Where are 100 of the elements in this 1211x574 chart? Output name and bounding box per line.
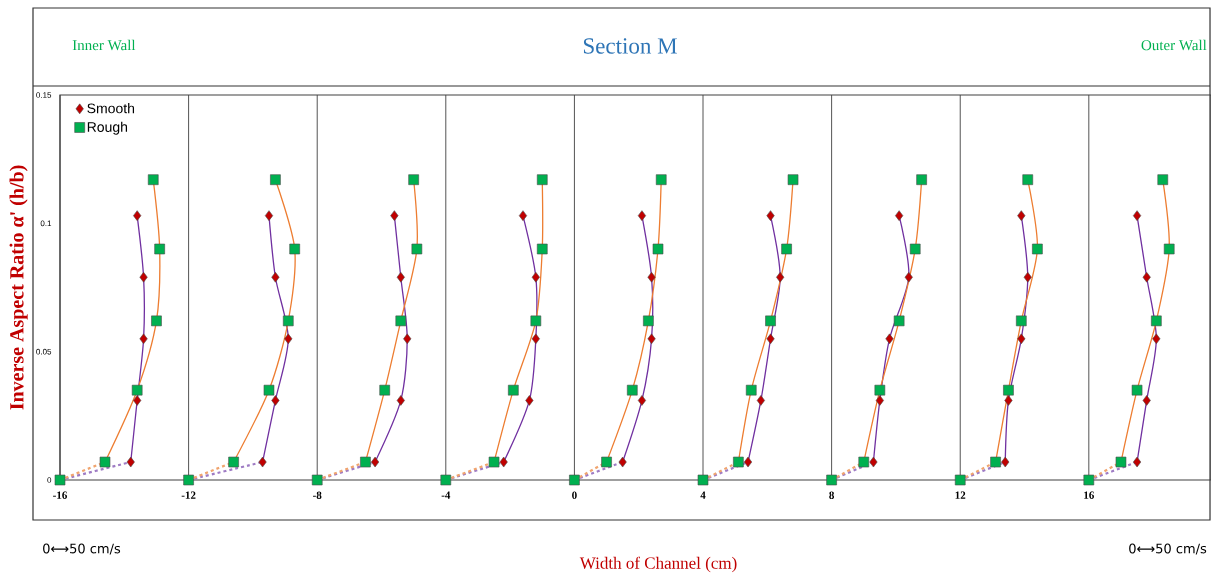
point bbox=[954, 474, 966, 486]
point bbox=[637, 395, 646, 406]
point bbox=[183, 474, 194, 486]
point bbox=[765, 315, 776, 327]
point bbox=[264, 210, 274, 221]
chart-title: Section M bbox=[583, 38, 677, 54]
point bbox=[1163, 243, 1175, 255]
point bbox=[147, 174, 159, 185]
point bbox=[531, 271, 540, 283]
point bbox=[697, 474, 709, 486]
text: Inner Wall bbox=[72, 39, 136, 51]
legend-label: Rough bbox=[87, 121, 128, 135]
point bbox=[284, 333, 293, 345]
legend-label: Smooth bbox=[87, 103, 135, 114]
point bbox=[756, 395, 765, 406]
point bbox=[618, 456, 627, 468]
point bbox=[396, 395, 405, 406]
point bbox=[360, 456, 371, 468]
x-tick-label: 16 bbox=[1084, 491, 1094, 499]
point bbox=[1003, 384, 1014, 396]
point bbox=[1022, 174, 1034, 185]
point bbox=[536, 243, 548, 255]
point bbox=[390, 210, 399, 221]
point bbox=[395, 315, 407, 327]
point bbox=[875, 395, 884, 406]
point bbox=[289, 243, 300, 255]
point bbox=[885, 333, 894, 345]
point bbox=[518, 210, 528, 221]
point bbox=[916, 174, 927, 185]
point bbox=[1142, 271, 1151, 283]
point bbox=[733, 456, 744, 468]
x-tick-label: -12 bbox=[181, 491, 196, 499]
point bbox=[826, 474, 837, 486]
point bbox=[1131, 384, 1143, 396]
point bbox=[530, 315, 542, 327]
point bbox=[131, 384, 143, 396]
point bbox=[126, 456, 135, 468]
x-tick-label: -16 bbox=[53, 491, 67, 499]
point bbox=[488, 456, 500, 468]
point bbox=[411, 243, 423, 255]
point bbox=[228, 456, 239, 468]
point bbox=[766, 210, 775, 221]
point bbox=[151, 315, 162, 327]
point bbox=[282, 315, 294, 327]
point bbox=[440, 474, 452, 486]
point bbox=[647, 271, 656, 283]
point bbox=[1001, 456, 1010, 468]
point bbox=[54, 474, 66, 486]
point bbox=[408, 174, 419, 185]
point bbox=[858, 456, 870, 468]
x-tick-label: 8 bbox=[829, 491, 835, 499]
x-tick-label: -8 bbox=[313, 491, 322, 499]
point bbox=[99, 456, 111, 468]
point bbox=[895, 210, 904, 221]
x-tick-label: -4 bbox=[441, 491, 451, 499]
point bbox=[139, 333, 148, 345]
point bbox=[525, 395, 534, 406]
point bbox=[781, 243, 792, 255]
point bbox=[271, 395, 280, 406]
point bbox=[133, 210, 142, 221]
point bbox=[909, 243, 921, 255]
point bbox=[869, 456, 878, 468]
y-axis-title: Inverse Aspect Ratio α' (h/b) bbox=[9, 165, 28, 410]
point bbox=[379, 384, 391, 396]
point bbox=[745, 384, 757, 396]
point bbox=[1017, 333, 1026, 345]
point bbox=[1133, 210, 1142, 221]
point bbox=[258, 456, 267, 468]
point bbox=[1032, 243, 1043, 255]
point bbox=[1157, 174, 1169, 185]
point bbox=[499, 456, 508, 468]
point bbox=[643, 315, 654, 327]
text: 0⟷50 cm/s bbox=[1129, 543, 1207, 555]
point bbox=[601, 456, 612, 468]
point bbox=[1142, 395, 1151, 406]
point bbox=[508, 384, 519, 396]
point bbox=[1152, 333, 1161, 345]
point bbox=[766, 333, 775, 345]
y-tick-label: 0.15 bbox=[36, 92, 52, 98]
x-tick-label: 12 bbox=[955, 491, 966, 499]
point bbox=[1004, 395, 1013, 406]
point bbox=[1083, 474, 1095, 486]
point bbox=[874, 384, 886, 396]
x-tick-label: 0 bbox=[572, 491, 577, 499]
x-tick-label: 4 bbox=[700, 491, 706, 499]
point bbox=[271, 271, 280, 283]
text: 0⟷50 cm/s bbox=[43, 543, 121, 555]
point bbox=[1133, 456, 1142, 468]
point bbox=[531, 333, 540, 345]
point bbox=[1151, 315, 1162, 327]
y-tick-label: 0.05 bbox=[36, 348, 52, 355]
point bbox=[647, 333, 656, 345]
point bbox=[569, 474, 580, 486]
point bbox=[154, 243, 165, 255]
point bbox=[904, 271, 913, 283]
point bbox=[787, 174, 799, 185]
point bbox=[133, 395, 142, 406]
point bbox=[403, 333, 412, 345]
point bbox=[1115, 456, 1127, 468]
point bbox=[652, 243, 664, 255]
